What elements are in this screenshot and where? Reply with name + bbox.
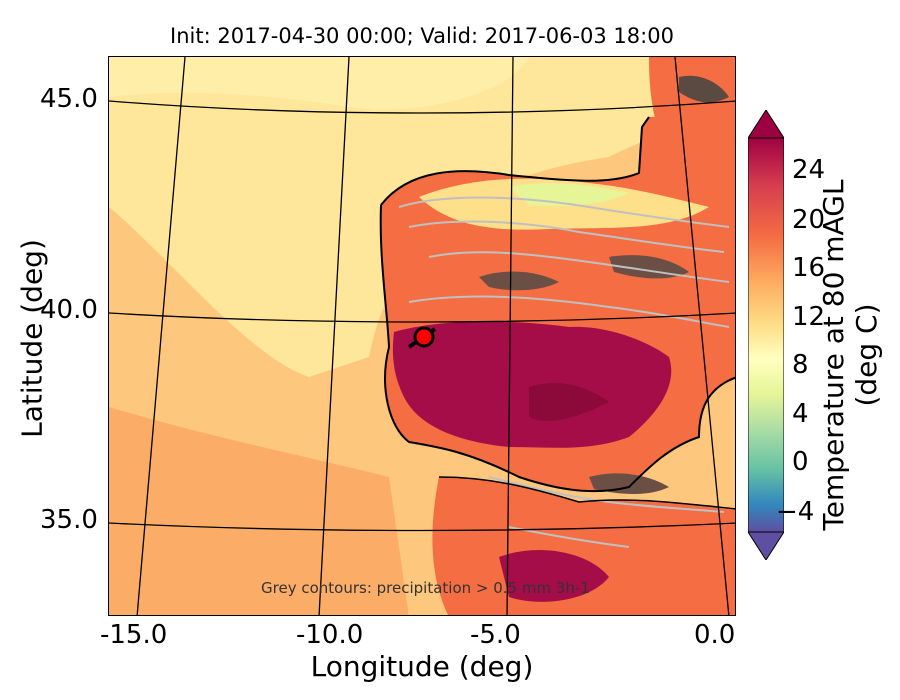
colorbar-tick-label: −4: [776, 497, 815, 527]
lon-15-line: [136, 57, 186, 615]
colorbar: [748, 110, 784, 560]
x-tick-label: -5.0: [470, 620, 521, 650]
map-title: Init: 2017-04-30 00:00; Valid: 2017-06-0…: [170, 24, 674, 48]
colorbar-tick-label: 0: [792, 447, 809, 477]
x-tick-label: 0.0: [694, 620, 736, 650]
lon-5-line: [506, 57, 514, 615]
x-tick-label: -15.0: [100, 620, 168, 650]
y-tick-label: 35.0: [40, 505, 98, 535]
x-tick-label: -10.0: [296, 620, 364, 650]
site-marker: [413, 326, 435, 348]
african-coastline: [438, 476, 735, 510]
colorbar-tick-label: 24: [792, 155, 826, 185]
ocean-coolest-region: [109, 57, 529, 110]
temperature-map[interactable]: Grey contours: precipitation > 0.5 mm 3h…: [108, 56, 736, 616]
colorbar-gradient: [748, 137, 784, 533]
y-tick-label: 45.0: [40, 84, 98, 114]
mountain-patch-3: [589, 473, 669, 494]
colorbar-tick-label: 4: [792, 399, 809, 429]
colorbar-bottom-extend: [748, 531, 784, 560]
graticule: [109, 57, 735, 615]
lat-35-line: [109, 522, 735, 532]
annotation-text: Grey contours: precipitation > 0.5 mm 3h…: [261, 579, 590, 597]
colorbar-top-extend: [748, 110, 784, 139]
colorbar-tick-label: 12: [792, 302, 826, 332]
mountain-patch-1: [479, 271, 559, 291]
hottest-core: [529, 382, 609, 422]
map-field: [109, 57, 735, 615]
north-africa-hot-region: [499, 549, 609, 602]
colorbar-graphic: [748, 110, 784, 560]
colorbar-tick-label: 20: [792, 205, 826, 235]
precipitation-contours: [398, 196, 730, 548]
lon-10-line: [318, 57, 350, 615]
colorbar-tick-label: 16: [792, 253, 826, 283]
mountain-patch-2: [609, 255, 689, 279]
colorbar-title: Temperature at 80 mAGL (deg C): [817, 179, 883, 531]
lon-0-line: [674, 57, 730, 615]
lat-40-line: [109, 312, 735, 323]
lat-45-line: [109, 100, 735, 114]
hot-interior-region: [392, 321, 672, 448]
ocean-warm-region: [109, 407, 409, 615]
y-tick-label: 40.0: [40, 295, 98, 325]
y-axis-label: Latitude (deg): [15, 239, 49, 438]
coastline: [379, 116, 735, 493]
colorbar-tick-label: 8: [792, 350, 809, 380]
alps-dark-region: [679, 75, 729, 103]
x-axis-label: Longitude (deg): [310, 650, 534, 683]
